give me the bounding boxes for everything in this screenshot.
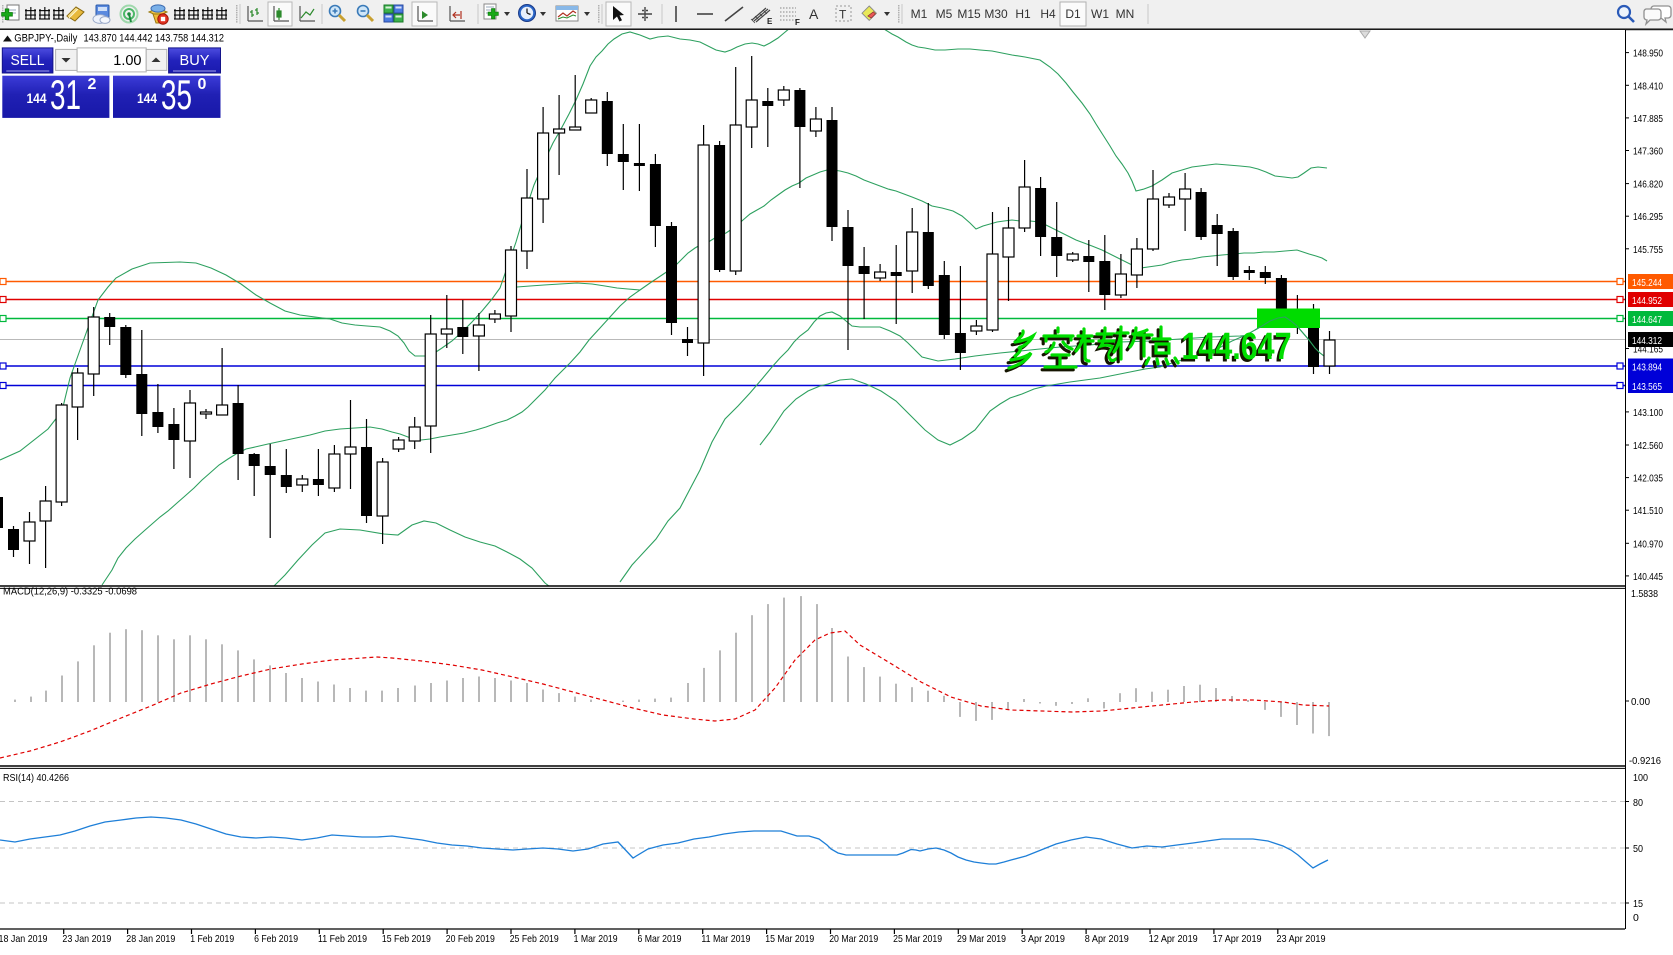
svg-text:D1: D1 [1065, 7, 1081, 21]
svg-text:1.5838: 1.5838 [1631, 588, 1658, 600]
svg-text:1.00: 1.00 [113, 53, 141, 69]
svg-text:M15: M15 [957, 7, 981, 21]
svg-text:25 Mar 2019: 25 Mar 2019 [893, 933, 942, 945]
svg-text:RSI(14) 40.4266: RSI(14) 40.4266 [3, 772, 69, 784]
svg-text:28 Jan 2019: 28 Jan 2019 [126, 933, 175, 945]
svg-text:15 Mar 2019: 15 Mar 2019 [765, 933, 814, 945]
svg-text:146.295: 146.295 [1633, 211, 1663, 223]
svg-text:144.952: 144.952 [1632, 295, 1662, 307]
svg-text:20 Mar 2019: 20 Mar 2019 [829, 933, 878, 945]
svg-text:0: 0 [1633, 912, 1639, 924]
svg-text:146.820: 146.820 [1633, 179, 1663, 191]
svg-text:12 Apr 2019: 12 Apr 2019 [1149, 933, 1198, 945]
svg-text:23 Apr 2019: 23 Apr 2019 [1277, 933, 1326, 945]
svg-text:31: 31 [50, 71, 81, 118]
svg-text:80: 80 [1633, 797, 1643, 809]
svg-text:143.870 144.442 143.758 144.31: 143.870 144.442 143.758 144.312 [84, 33, 225, 45]
svg-text:20 Feb 2019: 20 Feb 2019 [446, 933, 495, 945]
svg-text:15: 15 [1633, 898, 1643, 910]
svg-text:BUY: BUY [180, 53, 210, 69]
svg-text:M30: M30 [984, 7, 1008, 21]
svg-text:148.950: 148.950 [1633, 48, 1663, 60]
svg-text:H1: H1 [1015, 7, 1031, 21]
svg-text:144: 144 [27, 90, 47, 106]
svg-text:35: 35 [161, 71, 192, 118]
svg-text:W1: W1 [1091, 7, 1109, 21]
svg-text:18 Jan 2019: 18 Jan 2019 [0, 933, 48, 945]
svg-text:3 Apr 2019: 3 Apr 2019 [1021, 933, 1065, 945]
svg-text:M5: M5 [936, 7, 953, 21]
svg-text:2: 2 [88, 76, 97, 93]
svg-text:140.970: 140.970 [1633, 538, 1663, 550]
svg-text:144.647: 144.647 [1182, 326, 1292, 368]
svg-text:144.647: 144.647 [1179, 329, 1289, 371]
svg-text:29 Mar 2019: 29 Mar 2019 [957, 933, 1006, 945]
svg-text:25 Feb 2019: 25 Feb 2019 [510, 933, 559, 945]
svg-text:SELL: SELL [11, 53, 45, 69]
svg-text:6 Feb 2019: 6 Feb 2019 [254, 933, 298, 945]
svg-text:142.560: 142.560 [1633, 440, 1663, 452]
svg-text:145.755: 145.755 [1633, 244, 1663, 256]
svg-text:GBPJPY-,Daily: GBPJPY-,Daily [14, 33, 77, 45]
svg-text:T: T [839, 8, 847, 22]
svg-text:143.565: 143.565 [1632, 381, 1662, 393]
svg-text:-0.9216: -0.9216 [1629, 755, 1661, 767]
svg-text:145.244: 145.244 [1632, 277, 1662, 289]
svg-text:8 Apr 2019: 8 Apr 2019 [1085, 933, 1129, 945]
svg-text:E: E [767, 17, 773, 26]
svg-text:147.360: 147.360 [1633, 146, 1663, 158]
svg-text:144.312: 144.312 [1632, 335, 1662, 347]
svg-text:100: 100 [1633, 772, 1648, 784]
svg-text:144: 144 [137, 90, 157, 106]
svg-text:142.035: 142.035 [1633, 473, 1663, 485]
svg-text:1 Feb 2019: 1 Feb 2019 [190, 933, 234, 945]
svg-text:50: 50 [1633, 843, 1643, 855]
svg-text:11 Mar 2019: 11 Mar 2019 [701, 933, 750, 945]
svg-text:1 Mar 2019: 1 Mar 2019 [574, 933, 618, 945]
svg-text:0.00: 0.00 [1631, 696, 1650, 708]
svg-text:H4: H4 [1040, 7, 1056, 21]
svg-text:F: F [795, 18, 800, 27]
svg-text:144.647: 144.647 [1632, 314, 1662, 326]
svg-text:23 Jan 2019: 23 Jan 2019 [62, 933, 111, 945]
svg-text:MACD(12,26,9) -0.3325 -0.0698: MACD(12,26,9) -0.3325 -0.0698 [3, 586, 137, 598]
svg-text:6 Mar 2019: 6 Mar 2019 [638, 933, 682, 945]
svg-text:M1: M1 [911, 7, 928, 21]
svg-text:140.445: 140.445 [1633, 571, 1663, 583]
svg-text:148.410: 148.410 [1633, 80, 1663, 92]
svg-text:143.894: 143.894 [1632, 362, 1662, 374]
svg-text:143.100: 143.100 [1633, 407, 1663, 419]
svg-text:A: A [809, 6, 819, 22]
svg-text:147.885: 147.885 [1633, 113, 1663, 125]
svg-text:141.510: 141.510 [1633, 505, 1663, 517]
svg-text:17 Apr 2019: 17 Apr 2019 [1213, 933, 1262, 945]
svg-text:11 Feb 2019: 11 Feb 2019 [318, 933, 367, 945]
svg-text:MN: MN [1116, 7, 1135, 21]
svg-text:15 Feb 2019: 15 Feb 2019 [382, 933, 431, 945]
svg-text:0: 0 [198, 76, 207, 93]
